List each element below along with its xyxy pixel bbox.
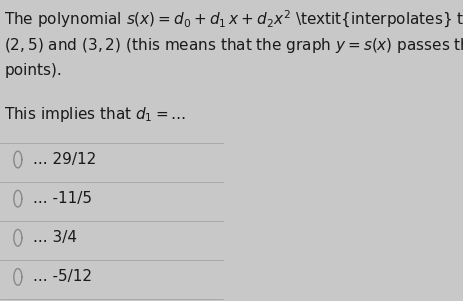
Text: ... 3/4: ... 3/4	[33, 230, 77, 245]
Text: points).: points).	[5, 63, 62, 78]
Text: This implies that $d_1 = \ldots$: This implies that $d_1 = \ldots$	[5, 105, 187, 124]
Text: The polynomial $s(x) = d_0 + d_1\,x + d_2 x^2$ \textit{interpolates} the points : The polynomial $s(x) = d_0 + d_1\,x + d_…	[5, 9, 463, 30]
Text: $(2,5)$ and $(3,2)$ (this means that the graph $y = s(x)$ passes through  these: $(2,5)$ and $(3,2)$ (this means that the…	[5, 36, 463, 55]
Text: ... -5/12: ... -5/12	[33, 269, 93, 284]
Text: ... 29/12: ... 29/12	[33, 152, 97, 167]
Text: ... -11/5: ... -11/5	[33, 191, 93, 206]
